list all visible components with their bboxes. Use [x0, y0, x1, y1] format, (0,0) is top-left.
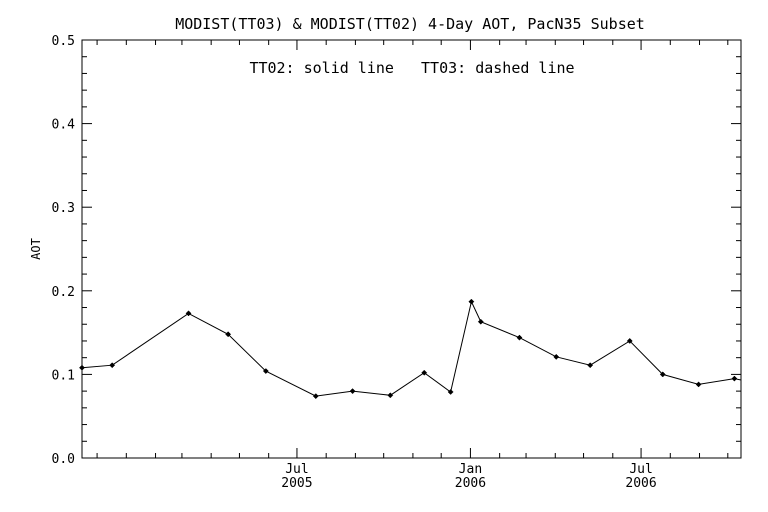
data-point	[587, 362, 594, 369]
x-tick-year-label: 2006	[455, 476, 486, 491]
x-tick-month-label: Jul	[285, 462, 308, 477]
y-tick-label: 0.4	[52, 118, 76, 133]
data-point	[659, 371, 666, 378]
series-layer	[79, 298, 741, 400]
y-tick-label: 0.1	[52, 368, 75, 383]
data-point	[225, 331, 232, 338]
data-point	[312, 393, 319, 400]
data-point	[349, 388, 356, 395]
data-point	[695, 381, 702, 388]
data-point	[477, 318, 484, 325]
data-point	[468, 298, 475, 305]
data-point	[185, 310, 192, 317]
y-tick-label: 0.2	[52, 285, 75, 300]
x-tick-month-label: Jan	[459, 462, 482, 477]
data-point	[79, 364, 85, 371]
data-point	[553, 353, 560, 360]
y-tick-label: 0.0	[52, 452, 75, 467]
data-point	[387, 392, 394, 399]
data-point	[447, 389, 454, 395]
y-tick-label: 0.5	[52, 34, 75, 49]
y-axis-label: AOT	[29, 238, 43, 260]
x-tick-year-label: 2006	[625, 476, 656, 491]
plot-frame	[81, 39, 742, 459]
data-point	[262, 368, 269, 375]
data-point	[731, 375, 738, 382]
line-style-annotation: TT02: solid line TT03: dashed line	[249, 59, 574, 77]
y-tick-label: 0.3	[52, 201, 75, 216]
y-axis: 0.0 0.1 0.2 0.3 0.4 0.5	[52, 34, 741, 467]
data-point	[516, 334, 523, 341]
data-point	[109, 362, 116, 369]
x-tick-month-label: Jul	[629, 462, 652, 477]
x-tick-year-label: 2005	[281, 476, 312, 491]
chart-title: MODIST(TT03) & MODIST(TT02) 4-Day AOT, P…	[175, 15, 645, 33]
data-point	[421, 369, 428, 376]
series-line	[82, 300, 741, 397]
data-point	[626, 338, 633, 344]
